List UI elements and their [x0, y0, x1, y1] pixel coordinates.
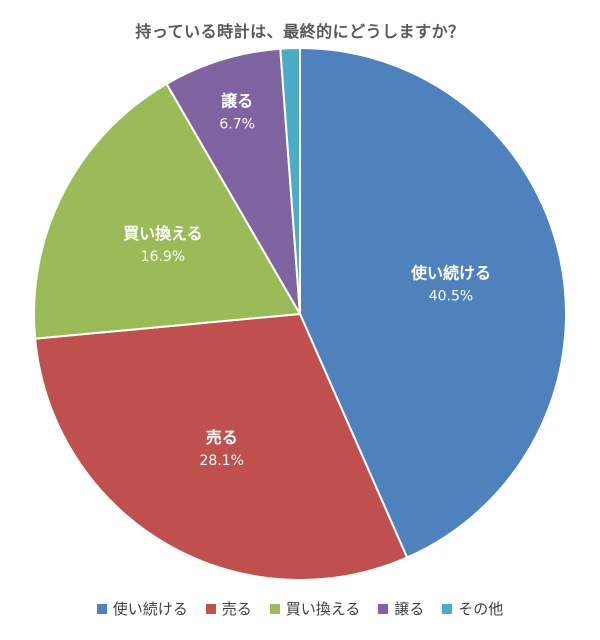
legend-swatch	[378, 603, 389, 614]
pie-slice-2-value-label: 28.1%	[199, 453, 243, 469]
legend-label: 使い続ける	[112, 600, 188, 618]
pie-slice-2-label: 売る	[206, 428, 238, 447]
pie-slice-4	[165, 47, 301, 315]
pie-slices	[33, 46, 568, 581]
legend-item-4: 譲る	[378, 598, 424, 619]
legend-label: 買い換える	[285, 600, 361, 618]
pie-slice-3-value-label: 16.9%	[141, 249, 185, 265]
legend-label: その他	[458, 600, 504, 618]
legend-item-5: その他	[442, 598, 503, 619]
legend-item-2: 売る	[205, 598, 252, 619]
legend-item-3: 買い換える	[269, 598, 361, 619]
pie-slice-1-label: 使い続ける	[410, 263, 491, 282]
pie-slice-4-value-label: 6.7%	[219, 117, 255, 133]
pie-slice-3-label: 買い換える	[123, 224, 203, 243]
pie-slice-1-value-label: 40.5%	[429, 288, 473, 304]
legend-swatch	[96, 603, 107, 614]
legend-swatch	[269, 603, 280, 614]
chart-title: 持っている時計は、最終的にどうしますか？	[135, 22, 465, 41]
pie-slice-4-label: 譲る	[221, 92, 253, 111]
pie-slice-1	[299, 46, 568, 559]
pie-slice-3	[33, 82, 302, 340]
legend-swatch	[442, 603, 453, 614]
legend-label: 譲る	[394, 600, 425, 618]
legend-item-1: 使い続ける	[96, 598, 188, 619]
legend-label: 売る	[221, 600, 252, 618]
legend-swatch	[205, 603, 216, 614]
chart-legend: 使い続ける 売る 買い換える 譲る その他	[0, 598, 600, 619]
pie-slice-5	[279, 46, 301, 315]
pie-slice-2	[34, 312, 409, 581]
pie-labels: 使い続ける 40.5% 売る 28.1% 買い換える 16.9% 譲る 6.7%	[123, 92, 491, 469]
